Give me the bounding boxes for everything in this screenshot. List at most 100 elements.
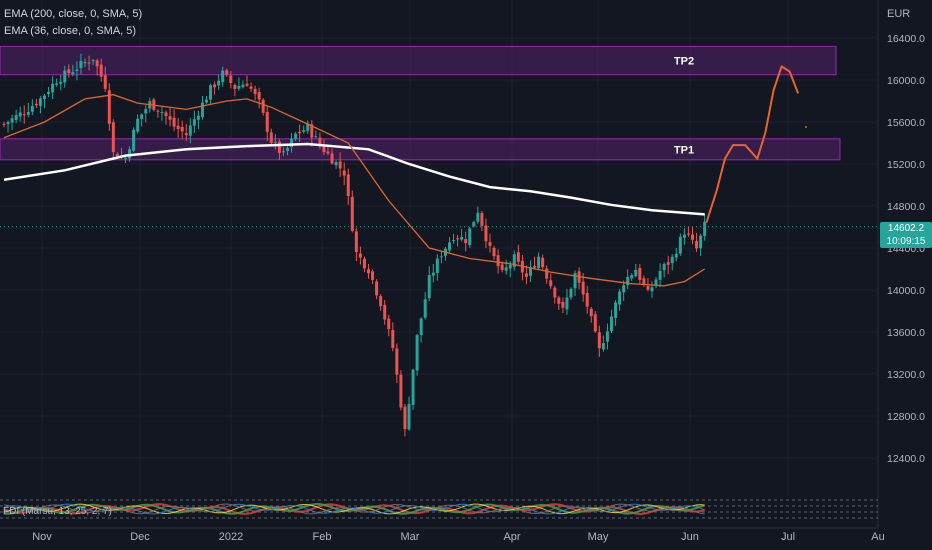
candle-body bbox=[261, 99, 265, 113]
candle-body bbox=[626, 276, 630, 286]
candle-body bbox=[512, 254, 516, 267]
candle-body bbox=[614, 302, 618, 318]
candle-body bbox=[541, 257, 545, 268]
zone-label: TP2 bbox=[674, 56, 694, 68]
ema36-legend[interactable]: EMA (36, close, 0, SMA, 5) bbox=[4, 25, 137, 37]
price-tick-label: 14000.0 bbox=[887, 285, 925, 297]
candle-body bbox=[674, 253, 678, 258]
candle-body bbox=[504, 267, 508, 271]
price-tick-label: 15600.0 bbox=[887, 117, 925, 129]
candle-body bbox=[524, 273, 528, 277]
candle-body bbox=[350, 196, 354, 231]
candle-body bbox=[638, 268, 642, 280]
candle-body bbox=[346, 174, 350, 197]
candle-body bbox=[666, 262, 670, 265]
candle-body bbox=[241, 84, 245, 88]
fdi-legend[interactable]: FDI (Marsu, 13, 25, 2, 7) bbox=[3, 506, 112, 517]
candle-body bbox=[379, 296, 383, 307]
candle-body bbox=[654, 279, 658, 286]
candle-body bbox=[589, 308, 593, 317]
price-tick-label: 13600.0 bbox=[887, 327, 925, 339]
candle-body bbox=[217, 80, 221, 86]
candle-body bbox=[330, 153, 334, 164]
last-price-value: 14602.2 bbox=[887, 223, 925, 234]
candle-body bbox=[51, 83, 55, 93]
candle-body bbox=[144, 109, 148, 114]
candle-body bbox=[492, 247, 496, 257]
candle-body bbox=[601, 343, 605, 350]
candle-body bbox=[419, 318, 423, 335]
candle-body bbox=[682, 234, 686, 238]
candle-body bbox=[581, 281, 585, 295]
time-tick-label: Dec bbox=[130, 531, 150, 543]
candle-body bbox=[184, 133, 188, 136]
candle-body bbox=[314, 136, 318, 138]
time-tick-label: Jul bbox=[781, 531, 795, 543]
candle-body bbox=[480, 212, 484, 226]
candle-body bbox=[678, 236, 682, 254]
candle-body bbox=[43, 95, 46, 100]
candle-body bbox=[273, 141, 277, 143]
candle-body bbox=[22, 114, 26, 116]
candle-body bbox=[111, 122, 115, 152]
candle-body bbox=[257, 92, 261, 100]
candle-body bbox=[605, 331, 609, 342]
candle-body bbox=[662, 264, 666, 271]
candle-body bbox=[38, 98, 42, 106]
price-tick-label: 12400.0 bbox=[887, 453, 925, 465]
candle-body bbox=[83, 62, 87, 64]
candle-body bbox=[691, 234, 694, 240]
candle-body bbox=[30, 105, 34, 112]
candle-body bbox=[670, 256, 674, 264]
candle-body bbox=[91, 60, 95, 62]
candle-body bbox=[553, 287, 557, 298]
candle-body bbox=[597, 332, 601, 349]
candle-body bbox=[699, 235, 703, 249]
candle-body bbox=[322, 145, 326, 153]
ema200-legend[interactable]: EMA (200, close, 0, SMA, 5) bbox=[4, 8, 143, 20]
candle-body bbox=[99, 64, 103, 77]
candle-body bbox=[395, 348, 399, 375]
candle-body bbox=[124, 157, 127, 159]
candle-body bbox=[213, 84, 217, 88]
candle-body bbox=[26, 111, 30, 115]
candle-body bbox=[277, 141, 281, 153]
zone-tp2 bbox=[0, 45, 837, 76]
candle-body bbox=[703, 221, 707, 236]
candle-body bbox=[59, 81, 63, 84]
candle-body bbox=[318, 137, 322, 146]
candle-body bbox=[249, 86, 253, 89]
candle-body bbox=[156, 110, 160, 112]
candle-body bbox=[557, 297, 561, 304]
candle-body bbox=[399, 374, 403, 408]
candle-body bbox=[298, 131, 302, 134]
candle-body bbox=[269, 132, 273, 144]
zone-label: TP1 bbox=[674, 144, 694, 156]
candle-body bbox=[192, 119, 196, 126]
time-tick-label: May bbox=[588, 531, 609, 543]
price-tick-label: 12800.0 bbox=[887, 411, 925, 423]
fdi-line bbox=[3, 503, 705, 515]
candle-body bbox=[128, 149, 132, 159]
candle-body bbox=[209, 85, 213, 100]
candle-body bbox=[431, 272, 435, 276]
ema36-line bbox=[3, 94, 705, 287]
candle-body bbox=[427, 275, 431, 299]
time-tick-label: Mar bbox=[401, 531, 420, 543]
candle-body bbox=[338, 161, 342, 169]
candle-body bbox=[460, 236, 464, 240]
candle-body bbox=[200, 102, 204, 118]
candle-body bbox=[634, 269, 638, 277]
candle-body bbox=[176, 125, 180, 130]
fdi-indicator-pane bbox=[0, 499, 878, 519]
candle-body bbox=[407, 403, 411, 430]
candle-body bbox=[196, 115, 200, 120]
time-axis: Nov Dec 2022 Feb Mar Apr May Jun Jul Au bbox=[32, 531, 885, 543]
candle-body bbox=[472, 221, 476, 227]
time-tick-label: Feb bbox=[313, 531, 332, 543]
time-tick-label: Apr bbox=[503, 531, 520, 543]
zone-tp1 bbox=[0, 138, 841, 161]
candle-body bbox=[164, 112, 168, 117]
price-tick-label: 14800.0 bbox=[887, 201, 925, 213]
